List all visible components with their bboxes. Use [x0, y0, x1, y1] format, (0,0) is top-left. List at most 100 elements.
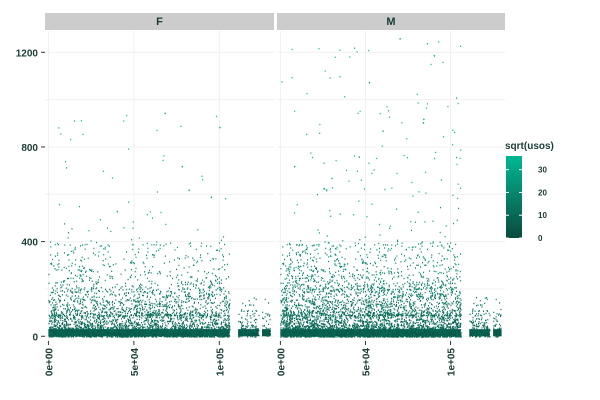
- data-point: [254, 333, 256, 336]
- data-point: [162, 303, 164, 306]
- data-point: [177, 326, 179, 328]
- data-point: [205, 317, 207, 319]
- data-point: [144, 335, 146, 337]
- data-point: [119, 324, 121, 326]
- data-point: [49, 320, 50, 322]
- data-point: [223, 300, 225, 302]
- data-point: [343, 334, 345, 336]
- data-point: [216, 293, 218, 295]
- data-point: [65, 331, 67, 333]
- data-point: [185, 316, 187, 318]
- data-point: [212, 336, 214, 338]
- data-point: [97, 279, 99, 281]
- data-point: [112, 308, 114, 310]
- data-point: [174, 333, 176, 335]
- data-point: [75, 334, 77, 337]
- data-point: [251, 324, 253, 327]
- data-point: [155, 244, 157, 246]
- data-point: [339, 332, 341, 335]
- data-point: [90, 310, 92, 312]
- data-point: [132, 333, 134, 335]
- data-point: [108, 333, 110, 335]
- data-point: [96, 324, 98, 327]
- data-point: [117, 331, 119, 334]
- data-point: [329, 335, 331, 337]
- data-point: [174, 329, 176, 332]
- data-point: [124, 269, 126, 271]
- data-point: [106, 330, 108, 333]
- data-point: [225, 331, 227, 333]
- data-point: [380, 335, 382, 337]
- data-point: [187, 256, 189, 258]
- point-band: [238, 329, 259, 337]
- data-point: [134, 299, 136, 301]
- data-point: [265, 313, 267, 315]
- data-point: [211, 281, 213, 284]
- data-point: [68, 328, 70, 330]
- data-point: [218, 282, 220, 285]
- data-point: [126, 315, 128, 317]
- data-point: [120, 287, 122, 289]
- data-point: [95, 335, 97, 337]
- data-point: [478, 334, 480, 337]
- data-point: [248, 300, 250, 302]
- data-point: [268, 302, 270, 304]
- data-point: [99, 290, 100, 292]
- data-point: [65, 328, 67, 331]
- data-point: [94, 325, 96, 327]
- data-point: [114, 325, 116, 327]
- data-point: [136, 322, 137, 324]
- data-point: [399, 329, 401, 331]
- data-point: [472, 330, 474, 332]
- data-point: [205, 327, 207, 329]
- point-band: [48, 329, 230, 337]
- data-point: [54, 315, 56, 318]
- data-point: [204, 290, 206, 293]
- data-point: [374, 330, 376, 333]
- data-point: [432, 334, 434, 337]
- data-point: [85, 271, 87, 273]
- data-point: [99, 245, 101, 247]
- data-point: [429, 334, 431, 336]
- data-point: [189, 332, 191, 334]
- data-point: [144, 300, 146, 303]
- data-point: [140, 332, 142, 334]
- data-point: [135, 313, 137, 315]
- data-point: [264, 334, 266, 336]
- data-point: [73, 318, 75, 320]
- data-point: [54, 268, 56, 270]
- data-point: [64, 333, 66, 335]
- data-point: [211, 329, 213, 331]
- data-point: [412, 329, 414, 332]
- data-point: [180, 325, 181, 327]
- data-point: [240, 327, 242, 330]
- data-point: [66, 310, 68, 312]
- data-point: [167, 329, 169, 331]
- data-point: [243, 310, 245, 312]
- data-point: [180, 334, 182, 336]
- data-point: [146, 317, 148, 319]
- data-point: [102, 334, 104, 336]
- data-point: [146, 257, 148, 259]
- data-point: [121, 336, 123, 338]
- data-point: [67, 309, 68, 312]
- x-axis-f: 0e+00 5e+04 1e+05: [44, 341, 226, 376]
- data-point: [323, 334, 325, 337]
- data-point: [85, 318, 87, 320]
- data-point: [66, 304, 68, 307]
- data-point: [139, 286, 141, 288]
- data-point: [323, 335, 325, 338]
- data-point: [143, 333, 145, 336]
- data-point: [192, 257, 194, 259]
- data-point: [348, 332, 350, 334]
- data-point: [151, 314, 153, 316]
- data-point: [224, 323, 226, 325]
- data-point: [400, 332, 402, 334]
- data-point: [89, 268, 90, 271]
- data-point: [50, 330, 51, 333]
- data-point: [105, 311, 107, 313]
- data-point: [50, 317, 52, 319]
- data-point: [81, 256, 83, 258]
- data-point: [300, 335, 302, 338]
- data-point: [239, 333, 241, 335]
